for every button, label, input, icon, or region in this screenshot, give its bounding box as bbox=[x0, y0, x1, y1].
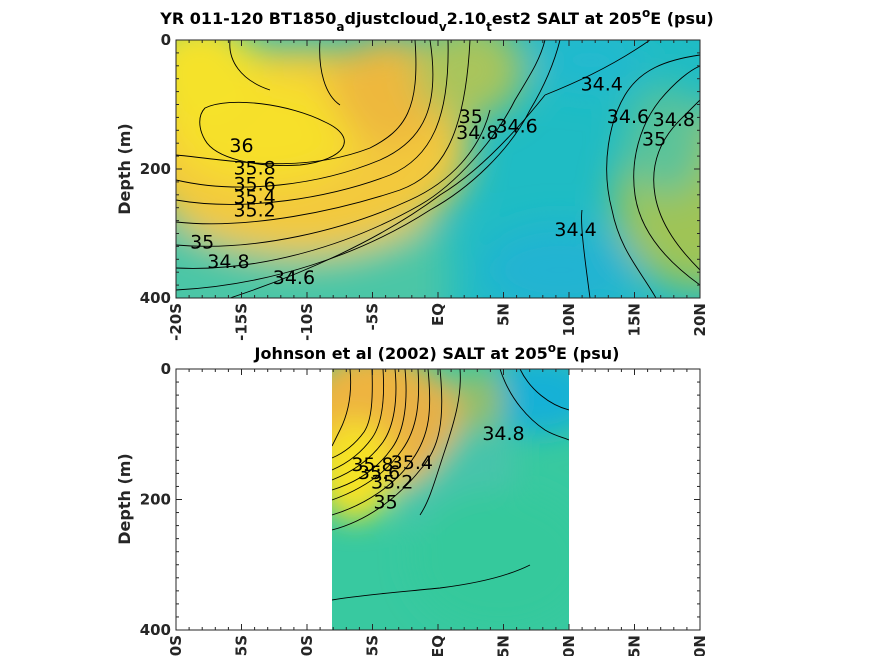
top-x-tick-label: 10N bbox=[560, 303, 578, 336]
top-colormap bbox=[176, 40, 700, 298]
bot-x-tick-label: -15S bbox=[233, 635, 251, 656]
top-y-tick-label: 0 bbox=[161, 31, 171, 49]
bot-y-tick-label: 0 bbox=[161, 360, 171, 378]
top-contour-label: 34.8 bbox=[456, 122, 498, 144]
top-contour-label: 35.2 bbox=[233, 199, 275, 221]
top-y-tick-label: 200 bbox=[140, 160, 171, 178]
top-x-tick-label: -5S bbox=[364, 303, 382, 330]
bot-y-tick-label: 400 bbox=[140, 621, 171, 639]
top-contour-label: 35.4 bbox=[233, 187, 275, 209]
bottom-x-tick-labels: -20S -15S -10S -5S EQ 5N 10N 15N 20N bbox=[167, 635, 709, 656]
bottom-contour-lines bbox=[332, 369, 569, 601]
bot-x-tick-label: -5S bbox=[364, 635, 382, 656]
top-contour-label: 35 bbox=[459, 106, 483, 128]
top-contour-label: 34.4 bbox=[554, 219, 596, 241]
bot-x-tick-label: 5N bbox=[495, 635, 513, 656]
top-contour-label: 34.4 bbox=[581, 74, 623, 96]
top-contour-labels: 3635.835.635.435.23534.834.63534.834.634… bbox=[190, 74, 695, 289]
bot-x-tick-label: -10S bbox=[298, 635, 316, 656]
top-contour-lines bbox=[176, 40, 700, 298]
top-contour-label: 35 bbox=[642, 128, 666, 150]
top-tick-marks bbox=[175, 39, 701, 299]
bot-y-tick-label: 200 bbox=[140, 491, 171, 509]
top-contour-label: 34.6 bbox=[495, 116, 537, 138]
bot-contour-label: 35.4 bbox=[391, 452, 433, 474]
bot-contour-label: 35.8 bbox=[351, 454, 393, 476]
top-contour-label: 35 bbox=[190, 232, 214, 254]
top-x-tick-labels: -20S -15S -10S -5S EQ 5N 10N 15N 20N bbox=[167, 303, 709, 341]
bottom-panel: Johnson et al (2002) SALT at 205oE (psu) bbox=[115, 341, 709, 656]
bot-contour-label: 34.8 bbox=[482, 423, 524, 445]
top-contour-label: 35.6 bbox=[233, 174, 275, 196]
top-contour-label: 34.6 bbox=[273, 267, 315, 289]
bot-contour-label: 35 bbox=[374, 491, 398, 513]
top-y-axis-label: Depth (m) bbox=[115, 123, 134, 215]
bot-x-tick-label: -20S bbox=[167, 635, 185, 656]
bottom-y-tick-labels: 0 200 400 bbox=[140, 360, 171, 639]
bot-x-tick-label: 10N bbox=[560, 635, 578, 656]
top-y-tick-labels: 0 200 400 bbox=[140, 31, 171, 307]
top-x-tick-label: EQ bbox=[429, 303, 447, 326]
bottom-colormap bbox=[332, 369, 569, 630]
top-y-tick-label: 400 bbox=[140, 289, 171, 307]
top-x-tick-label: -20S bbox=[167, 303, 185, 341]
top-contour-label: 34.8 bbox=[207, 251, 249, 273]
top-contour-label: 34.8 bbox=[653, 109, 695, 131]
bottom-y-axis-label: Depth (m) bbox=[115, 453, 134, 545]
bot-x-tick-label: 20N bbox=[691, 635, 709, 656]
top-title: YR 011-120 BT1850adjustcloudv2.10test2 S… bbox=[159, 6, 713, 34]
top-x-tick-label: -10S bbox=[298, 303, 316, 341]
bot-x-tick-label: 15N bbox=[626, 635, 644, 656]
top-contour-label: 35.8 bbox=[233, 158, 275, 180]
bot-contour-label: 35.6 bbox=[358, 462, 400, 484]
top-x-tick-label: 15N bbox=[626, 303, 644, 336]
top-x-tick-label: -15S bbox=[233, 303, 251, 341]
top-x-tick-label: 20N bbox=[691, 303, 709, 336]
top-contour-label: 36 bbox=[229, 135, 253, 157]
bot-x-tick-label: EQ bbox=[429, 635, 447, 656]
top-x-tick-label: 5N bbox=[495, 303, 513, 326]
bottom-title: Johnson et al (2002) SALT at 205oE (psu) bbox=[254, 341, 620, 363]
top-panel: YR 011-120 BT1850adjustcloudv2.10test2 S… bbox=[115, 6, 714, 341]
top-contour-label: 34.6 bbox=[607, 106, 649, 128]
bottom-tick-marks bbox=[175, 368, 701, 631]
bot-contour-label: 35.2 bbox=[371, 472, 413, 494]
